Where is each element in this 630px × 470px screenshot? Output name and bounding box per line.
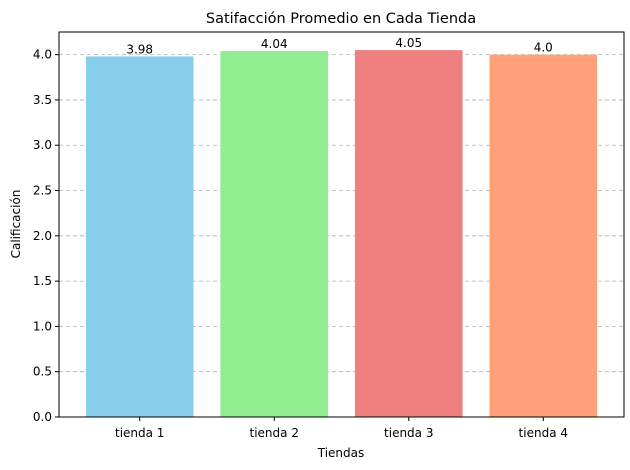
y-tick-label: 2.5 <box>33 184 52 198</box>
bar-4 <box>489 54 598 417</box>
x-axis-label: Tiendas <box>317 446 365 460</box>
y-tick-label: 0.0 <box>33 410 52 424</box>
plot-frame <box>58 31 625 418</box>
y-tick-label: 0.5 <box>33 365 52 379</box>
bar-value-label: 4.0 <box>534 41 553 55</box>
x-tick-label: tienda 4 <box>519 426 568 440</box>
y-tick-label: 4.0 <box>33 48 52 62</box>
bar-value-label: 4.05 <box>395 36 422 50</box>
y-axis-ticks: 0.0 0.5 1.0 1.5 2.0 2.5 3.0 3.5 4.0 <box>33 48 59 424</box>
x-tick-label: tienda 1 <box>115 426 164 440</box>
y-tick-label: 1.5 <box>33 274 52 288</box>
y-axis-label: Calificación <box>9 190 23 259</box>
y-tick-label: 3.5 <box>33 93 52 107</box>
y-tick-label: 1.0 <box>33 319 52 333</box>
x-tick-label: tienda 2 <box>250 426 299 440</box>
bar-value-label: 4.04 <box>261 37 288 51</box>
y-tick-label: 3.0 <box>33 138 52 152</box>
bar-2 <box>220 51 329 417</box>
bar-3 <box>354 50 463 417</box>
y-tick-label: 2.0 <box>33 229 52 243</box>
x-tick-label: tienda 3 <box>384 426 433 440</box>
bar-value-label: 3.98 <box>126 42 153 56</box>
bar-1 <box>85 56 194 417</box>
value-labels: 3.98 4.04 4.05 4.0 <box>126 36 552 56</box>
chart-title: Satifacción Promedio en Cada Tienda <box>206 11 476 27</box>
bars <box>85 50 598 417</box>
x-axis-ticks: tienda 1 tienda 2 tienda 3 tienda 4 <box>115 417 568 440</box>
